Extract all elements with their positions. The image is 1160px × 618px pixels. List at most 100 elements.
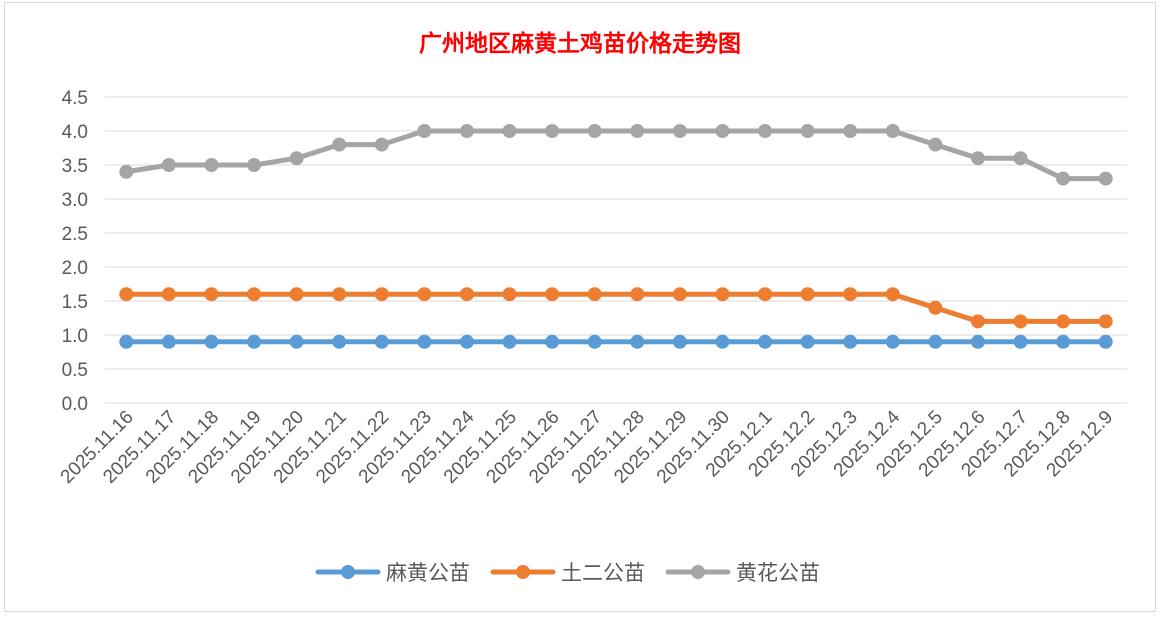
- data-point: [417, 124, 432, 138]
- series-line: [123, 128, 1109, 182]
- data-point: [374, 334, 389, 349]
- data-point: [1098, 334, 1113, 349]
- x-axis-ticks: 2025.11.162025.11.172025.11.182025.11.19…: [57, 406, 1118, 487]
- data-point: [758, 334, 773, 349]
- data-point: [545, 334, 560, 349]
- series-3: [119, 124, 1113, 186]
- legend-item: 土二公苗: [490, 561, 645, 585]
- data-point: [1013, 314, 1028, 329]
- data-point: [1098, 171, 1113, 186]
- data-point: [672, 334, 687, 349]
- legend-label: 麻黄公苗: [386, 561, 470, 585]
- legend-marker: [516, 565, 530, 579]
- legend-marker: [341, 565, 355, 579]
- data-point: [161, 334, 176, 349]
- data-point: [843, 287, 858, 302]
- data-point: [247, 334, 262, 349]
- data-point: [374, 287, 389, 302]
- series-lines: [119, 124, 1113, 349]
- data-point: [970, 334, 985, 349]
- data-point: [630, 334, 645, 349]
- data-point: [672, 287, 687, 302]
- data-point: [417, 334, 432, 349]
- legend-item: 黄花公苗: [665, 561, 820, 585]
- data-point: [247, 287, 262, 302]
- data-point: [970, 151, 985, 166]
- data-point: [1013, 334, 1028, 349]
- data-point: [1056, 314, 1071, 329]
- y-tick-label: 4.0: [62, 122, 88, 143]
- data-point: [459, 124, 474, 138]
- data-point: [800, 287, 815, 302]
- data-point: [928, 300, 943, 315]
- data-point: [843, 334, 858, 349]
- data-point: [800, 124, 815, 138]
- data-point: [332, 334, 347, 349]
- data-point: [289, 287, 304, 302]
- series-2: [119, 287, 1113, 329]
- data-point: [715, 334, 730, 349]
- y-tick-label: 4.5: [62, 88, 88, 109]
- y-tick-label: 0.5: [62, 360, 88, 381]
- y-axis-ticks: 0.0 0.5 1.0 1.5 2.0 2.5 3.0 3.5 4.0 4.5: [62, 88, 88, 415]
- data-point: [204, 158, 219, 172]
- data-point: [587, 334, 602, 349]
- data-point: [758, 287, 773, 302]
- data-point: [1056, 171, 1071, 186]
- data-point: [459, 334, 474, 349]
- data-point: [119, 334, 134, 349]
- data-point: [204, 287, 219, 302]
- legend-item: 麻黄公苗: [315, 561, 470, 585]
- data-point: [545, 287, 560, 302]
- data-point: [630, 287, 645, 302]
- data-point: [587, 124, 602, 138]
- data-point: [672, 124, 687, 138]
- y-tick-label: 1.0: [62, 326, 88, 347]
- data-point: [289, 334, 304, 349]
- legend-marker: [691, 565, 705, 579]
- data-point: [630, 124, 645, 138]
- gridlines: [105, 96, 1127, 404]
- data-point: [1056, 334, 1071, 349]
- data-point: [758, 124, 773, 138]
- data-point: [928, 334, 943, 349]
- data-point: [289, 151, 304, 166]
- data-point: [715, 287, 730, 302]
- data-point: [885, 334, 900, 349]
- y-tick-label: 0.0: [62, 394, 88, 415]
- legend: 麻黄公苗 土二公苗 黄花公苗: [315, 561, 820, 585]
- data-point: [545, 124, 560, 138]
- data-point: [204, 334, 219, 349]
- data-point: [502, 287, 517, 302]
- legend-label: 土二公苗: [561, 561, 645, 585]
- data-point: [247, 158, 262, 172]
- data-point: [970, 314, 985, 329]
- y-tick-label: 3.5: [62, 156, 88, 177]
- data-point: [374, 137, 389, 152]
- data-point: [1098, 314, 1113, 329]
- data-point: [885, 124, 900, 138]
- data-point: [459, 287, 474, 302]
- chart-title: 广州地区麻黄土鸡苗价格走势图: [419, 30, 741, 57]
- y-tick-label: 2.5: [62, 224, 88, 245]
- y-tick-label: 1.5: [62, 292, 88, 313]
- data-point: [119, 287, 134, 302]
- data-point: [1013, 151, 1028, 166]
- data-point: [332, 287, 347, 302]
- data-point: [502, 334, 517, 349]
- data-point: [587, 287, 602, 302]
- data-point: [800, 334, 815, 349]
- data-point: [119, 164, 134, 179]
- series-1: [119, 334, 1113, 349]
- data-point: [885, 287, 900, 302]
- legend-label: 黄花公苗: [736, 561, 820, 585]
- data-point: [332, 137, 347, 152]
- data-point: [502, 124, 517, 138]
- y-tick-label: 3.0: [62, 190, 88, 211]
- chart-frame: [4, 2, 1156, 612]
- data-point: [161, 158, 176, 172]
- y-tick-label: 2.0: [62, 258, 88, 279]
- data-point: [843, 124, 858, 138]
- data-point: [928, 137, 943, 152]
